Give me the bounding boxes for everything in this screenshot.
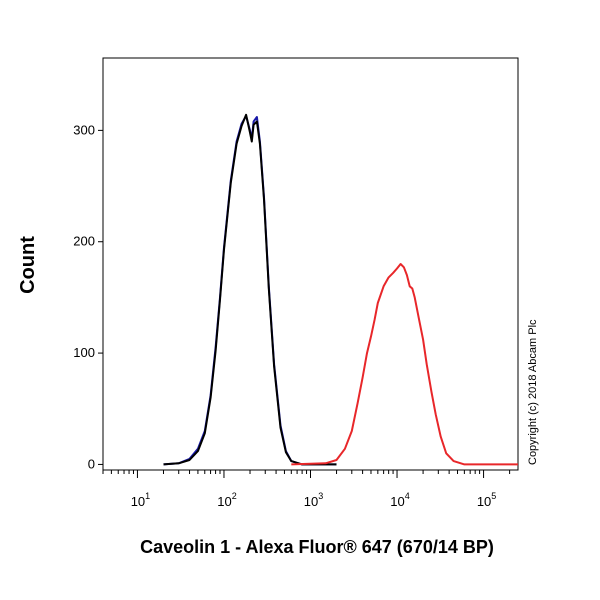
x-tick-label-100000: 105 (477, 491, 496, 509)
y-tick-label-200: 200 (73, 234, 95, 249)
series-line-3 (291, 263, 518, 466)
y-tick-label-0: 0 (88, 456, 95, 471)
series-line-1 (163, 114, 337, 466)
x-axis-title: Caveolin 1 - Alexa Fluor® 647 (670/14 BP… (140, 537, 494, 557)
y-tick-label-100: 100 (73, 345, 95, 360)
y-tick-label-300: 300 (73, 122, 95, 137)
y-axis-title: Count (17, 236, 39, 294)
chart-copyright-text: Copyright (c) 2018 Abcam Plc (527, 319, 539, 465)
series-line-2 (163, 113, 337, 466)
x-tick-label-10000: 104 (390, 491, 409, 509)
plot-frame (102, 57, 519, 471)
x-tick-label-100: 102 (217, 491, 236, 509)
x-tick-label-10: 101 (131, 491, 150, 509)
x-tick-label-1000: 103 (304, 491, 323, 509)
